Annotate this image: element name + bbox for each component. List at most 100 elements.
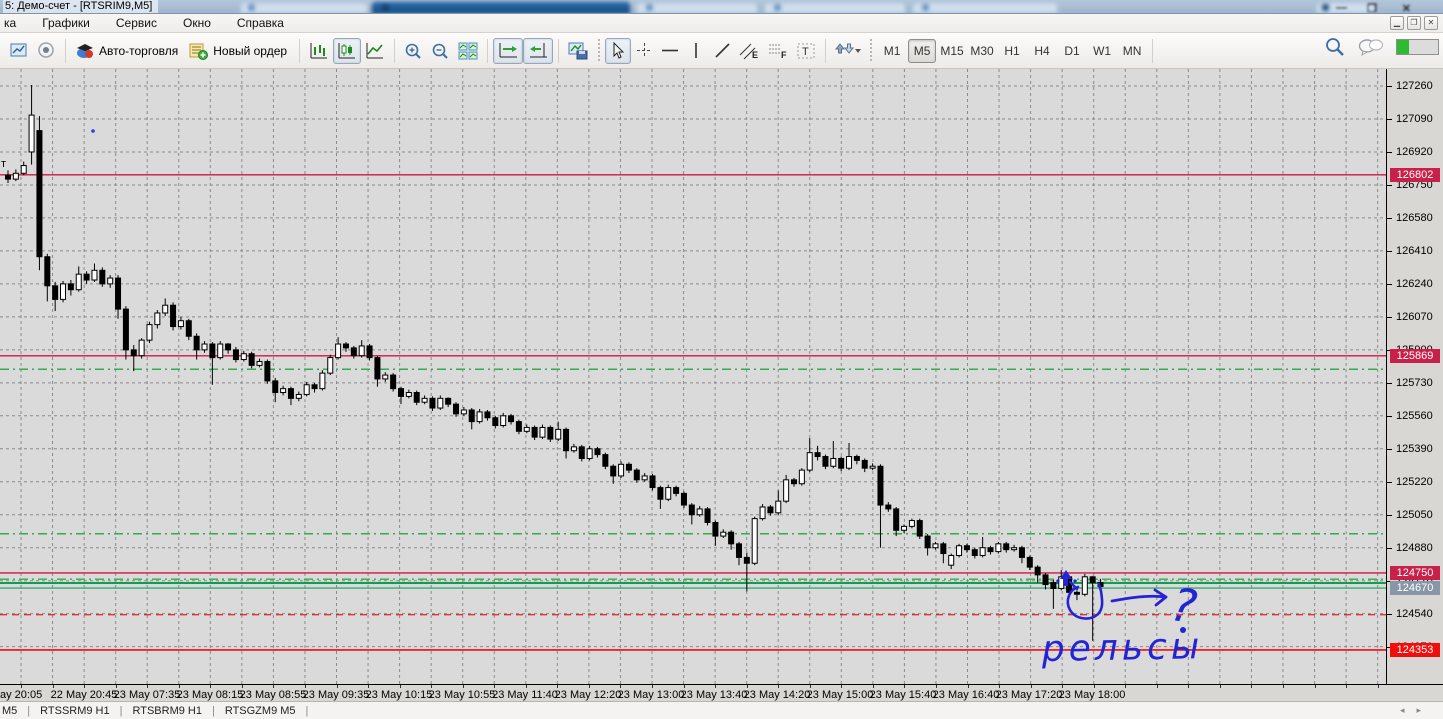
time-tick: [462, 685, 464, 688]
zoom-in-button[interactable]: [400, 38, 427, 64]
candle-body: [783, 479, 790, 502]
tab-divider: |: [119, 704, 123, 717]
chart-tab-0[interactable]: M5: [2, 704, 18, 717]
candle-body: [484, 411, 491, 419]
price-tick: [1387, 580, 1392, 582]
profiles-button[interactable]: [33, 38, 60, 64]
line-chart-mode-button[interactable]: [361, 38, 389, 64]
price-tick: [1387, 349, 1392, 351]
candle-body: [1073, 591, 1080, 595]
timeframe-h4-button[interactable]: H4: [1034, 43, 1050, 58]
chart-tab-3[interactable]: RTSGZM9 M5: [224, 704, 296, 717]
auto-scroll-button[interactable]: [493, 37, 524, 64]
search-icon[interactable]: [1324, 37, 1346, 57]
title-bar: — ❐ ✕ 5: Демо-счет - [RTSRIM9,M5]: [0, 0, 1443, 14]
candle-body: [248, 353, 255, 366]
candlestick-mode-button[interactable]: [333, 37, 362, 64]
time-label: 23 May 17:20: [995, 689, 1063, 701]
chart-tab-2[interactable]: RTSBRM9 H1: [132, 704, 202, 717]
horizontal-line-button[interactable]: [657, 38, 683, 64]
autotrading-button[interactable]: Авто-торговля: [71, 38, 185, 64]
price-tick-label: 126240: [1396, 277, 1433, 290]
candle-body: [901, 525, 908, 531]
menu-item-3[interactable]: Окно: [182, 15, 211, 30]
text-label-button[interactable]: T: [793, 38, 820, 64]
timeframe-m30-button[interactable]: M30: [970, 43, 994, 58]
timeframe-d1-button[interactable]: D1: [1064, 43, 1080, 58]
time-label: 23 May 12:20: [554, 689, 622, 701]
restore-icon[interactable]: ❐: [1367, 3, 1377, 14]
equidistant-channel-button[interactable]: E: [735, 38, 764, 64]
candle-body: [185, 320, 192, 337]
candle-body: [350, 347, 357, 357]
tile-windows-button[interactable]: [454, 38, 482, 64]
crosshair-button[interactable]: [631, 38, 657, 64]
candle-body: [193, 335, 200, 351]
candle-body: [445, 397, 452, 405]
timeframe-h1-button[interactable]: H1: [1004, 43, 1020, 58]
candle-body: [963, 545, 970, 551]
chart-shift-button[interactable]: [523, 37, 554, 64]
chart-tab-1[interactable]: RTSSRM9 H1: [40, 704, 110, 717]
candle-body: [256, 360, 263, 366]
templates-button[interactable]: [564, 38, 593, 64]
timeframe-w1-button[interactable]: W1: [1093, 43, 1112, 58]
fibonacci-icon: F: [769, 44, 787, 60]
time-tick: [841, 685, 843, 688]
time-tick: [431, 685, 433, 688]
minimize-icon[interactable]: —: [1336, 2, 1347, 14]
chart-close-icon[interactable]: ✕: [1424, 16, 1438, 30]
time-tick: [273, 685, 275, 688]
connection-progress-bar: [1396, 39, 1439, 55]
timeframe-m15-button[interactable]: M15: [940, 43, 964, 58]
price-badge-125869: 125869: [1390, 348, 1440, 363]
time-label: 23 May 08:15: [176, 689, 244, 701]
menu-bar: ка Графики Сервис Окно Справка ▁ ❐ ✕: [0, 14, 1443, 33]
menu-item-2[interactable]: Сервис: [115, 15, 157, 30]
candle-body: [413, 392, 420, 403]
price-tick: [1387, 514, 1392, 516]
arrows-dropdown-button[interactable]: [831, 38, 865, 64]
price-tick: [1387, 316, 1392, 318]
candle-body: [421, 397, 428, 403]
new-order-button[interactable]: Новый ордер: [185, 38, 294, 64]
close-icon[interactable]: ✕: [1401, 3, 1411, 14]
timeframe-m5-button[interactable]: M5: [908, 38, 937, 63]
vertical-line-button[interactable]: [683, 38, 709, 64]
chart-restore-icon[interactable]: ❐: [1407, 16, 1421, 30]
price-tick-label: 124540: [1396, 607, 1433, 620]
candle-body: [366, 345, 373, 359]
zoom-out-button[interactable]: [427, 38, 454, 64]
new-chart-button[interactable]: [6, 38, 33, 64]
equidistant-channel-icon: E: [739, 43, 758, 60]
candle-body: [696, 508, 703, 516]
tab-scroll-arrows[interactable]: ◂▸: [1399, 705, 1433, 715]
chat-icon[interactable]: [1358, 37, 1384, 57]
time-label: 23 May 15:40: [869, 689, 937, 701]
price-tick-label: 125560: [1396, 409, 1433, 422]
trendline-button[interactable]: [709, 38, 735, 64]
candle-body: [311, 384, 318, 390]
time-tick: [304, 685, 306, 688]
time-tick: [683, 685, 685, 688]
candle-body: [908, 520, 915, 527]
time-tick: [872, 685, 874, 688]
candle-body: [36, 130, 43, 258]
menu-item-4[interactable]: Справка: [236, 15, 284, 30]
cursor-button[interactable]: [605, 37, 632, 64]
timeframe-m1-button[interactable]: M1: [883, 43, 901, 58]
timeframe-mn-button[interactable]: MN: [1122, 43, 1142, 58]
candle-body: [830, 457, 837, 467]
chart-minimize-icon[interactable]: ▁: [1390, 16, 1404, 30]
candle-body: [956, 545, 963, 556]
candle-body: [358, 345, 365, 357]
menu-item-1[interactable]: Графики: [42, 15, 90, 30]
menu-item-0[interactable]: ка: [4, 15, 17, 30]
time-tick: [1093, 685, 1095, 688]
bar-chart-mode-button[interactable]: [305, 38, 333, 64]
fibonacci-button[interactable]: F: [764, 38, 793, 64]
chart-area[interactable]: ? рельсы т 127260 127090 126920 126750 126580 1…: [0, 69, 1443, 684]
up-arrow-marker: [1060, 570, 1072, 586]
